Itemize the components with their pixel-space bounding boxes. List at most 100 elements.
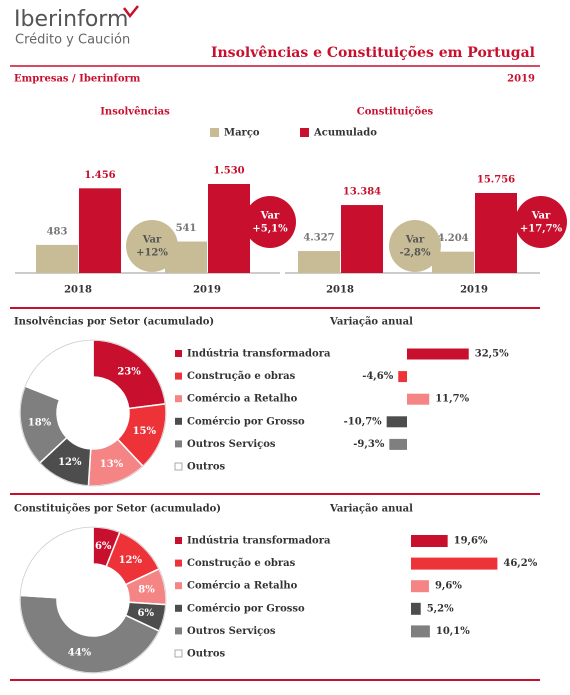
var-value: +17,7% xyxy=(520,224,563,235)
value-label: 19,6% xyxy=(454,536,488,547)
bar xyxy=(386,416,407,428)
legend-swatch xyxy=(175,417,182,425)
donut-outline xyxy=(19,339,167,487)
bar xyxy=(298,251,340,273)
bar xyxy=(389,438,407,450)
legend-swatch xyxy=(174,649,183,658)
value-label: 46,2% xyxy=(503,558,537,569)
subtitle: Empresas / Iberinform xyxy=(14,74,141,85)
logo: Iberinform xyxy=(14,7,128,32)
bar xyxy=(36,244,78,273)
bar xyxy=(411,580,429,593)
chart-title: Insolvências xyxy=(100,107,170,118)
value-label: 15.756 xyxy=(477,175,515,186)
donut-outline xyxy=(19,526,167,674)
value-label: 32,5% xyxy=(475,349,509,360)
value-label: 13.384 xyxy=(343,187,381,198)
slice-label: 44% xyxy=(68,647,92,658)
bar xyxy=(411,557,498,570)
legend-swatch xyxy=(175,582,182,590)
legend-swatch xyxy=(175,559,182,567)
value-label: -10,7% xyxy=(344,416,383,427)
slice-label: 15% xyxy=(133,426,157,437)
donut-slice xyxy=(19,526,94,599)
var-label: Var xyxy=(531,211,551,222)
legend-swatch xyxy=(210,128,219,137)
legend-swatch xyxy=(175,537,182,544)
legend-swatch xyxy=(175,350,182,357)
bar xyxy=(411,602,421,615)
value-label: 541 xyxy=(176,223,197,234)
legend-label: Acumulado xyxy=(313,128,377,139)
year: 2019 xyxy=(507,74,535,85)
x-tick-label: 2019 xyxy=(460,285,488,296)
value-label: 483 xyxy=(47,226,68,237)
bar xyxy=(341,205,383,273)
legend-label: Outros xyxy=(187,649,226,660)
value-label: 1.530 xyxy=(213,166,244,177)
legend-swatch xyxy=(300,128,309,137)
legend-label: Outros Serviços xyxy=(187,626,276,637)
slice-label: 13% xyxy=(100,459,124,470)
slice-label: 12% xyxy=(119,555,143,566)
slice-label: 12% xyxy=(58,457,82,468)
legend-label: Comércio a Retalho xyxy=(187,581,298,592)
value-label: 4.204 xyxy=(437,233,468,244)
var-value: -2,8% xyxy=(399,248,431,259)
var-label: Var xyxy=(142,235,162,246)
slice-label: 18% xyxy=(28,418,52,429)
chart-title: Variação anual xyxy=(329,317,413,328)
slice-label: 6% xyxy=(95,541,112,552)
legend-swatch xyxy=(175,372,182,380)
bar xyxy=(208,184,250,273)
var-bubble xyxy=(244,196,296,248)
var-label: Var xyxy=(405,235,425,246)
bar xyxy=(411,625,430,638)
bar xyxy=(411,535,448,547)
legend-label: Comércio a Retalho xyxy=(187,394,298,405)
legend-label: Indústria transformadora xyxy=(187,536,331,547)
x-tick-label: 2019 xyxy=(193,285,221,296)
legend-label: Construção e obras xyxy=(187,558,296,569)
legend-swatch xyxy=(175,604,182,612)
value-label: -4,6% xyxy=(362,371,394,382)
chart-title: Constituições por Setor (acumulado) xyxy=(14,504,221,515)
var-bubble xyxy=(515,196,567,248)
bar xyxy=(407,393,430,405)
donut-slice xyxy=(24,339,94,401)
var-bubble xyxy=(389,220,441,272)
legend-label: Comércio por Grosso xyxy=(187,416,305,427)
page-title: Insolvências e Constituições em Portugal xyxy=(211,44,535,61)
legend-label: Comércio por Grosso xyxy=(187,603,305,614)
bar xyxy=(475,193,517,273)
value-label: -9,3% xyxy=(353,439,385,450)
slice-label: 23% xyxy=(117,367,141,378)
value-label: 10,1% xyxy=(436,626,470,637)
chart-title: Insolvências por Setor (acumulado) xyxy=(14,317,214,328)
value-label: 1.456 xyxy=(84,170,115,181)
value-label: 5,2% xyxy=(427,603,454,614)
var-value: +12% xyxy=(136,248,168,259)
value-label: 9,6% xyxy=(435,581,462,592)
var-bubble xyxy=(126,220,178,272)
bar xyxy=(407,348,469,360)
logo-mark xyxy=(123,5,139,19)
legend-label: Março xyxy=(224,128,260,139)
chart-title: Variação anual xyxy=(329,504,413,515)
slice-label: 6% xyxy=(138,608,155,619)
legend-swatch xyxy=(175,440,182,448)
value-label: 11,7% xyxy=(435,394,469,405)
legend-label: Outros Serviços xyxy=(187,439,276,450)
legend-label: Construção e obras xyxy=(187,371,296,382)
x-tick-label: 2018 xyxy=(64,285,92,296)
chart-title: Constituições xyxy=(357,107,434,118)
x-tick-label: 2018 xyxy=(326,285,354,296)
logo-sub: Crédito y Caución xyxy=(15,33,130,48)
bar xyxy=(432,251,474,273)
legend-swatch xyxy=(175,395,182,403)
var-label: Var xyxy=(260,211,280,222)
bar xyxy=(79,188,121,273)
legend-swatch xyxy=(175,627,182,635)
legend-label: Indústria transformadora xyxy=(187,349,331,360)
